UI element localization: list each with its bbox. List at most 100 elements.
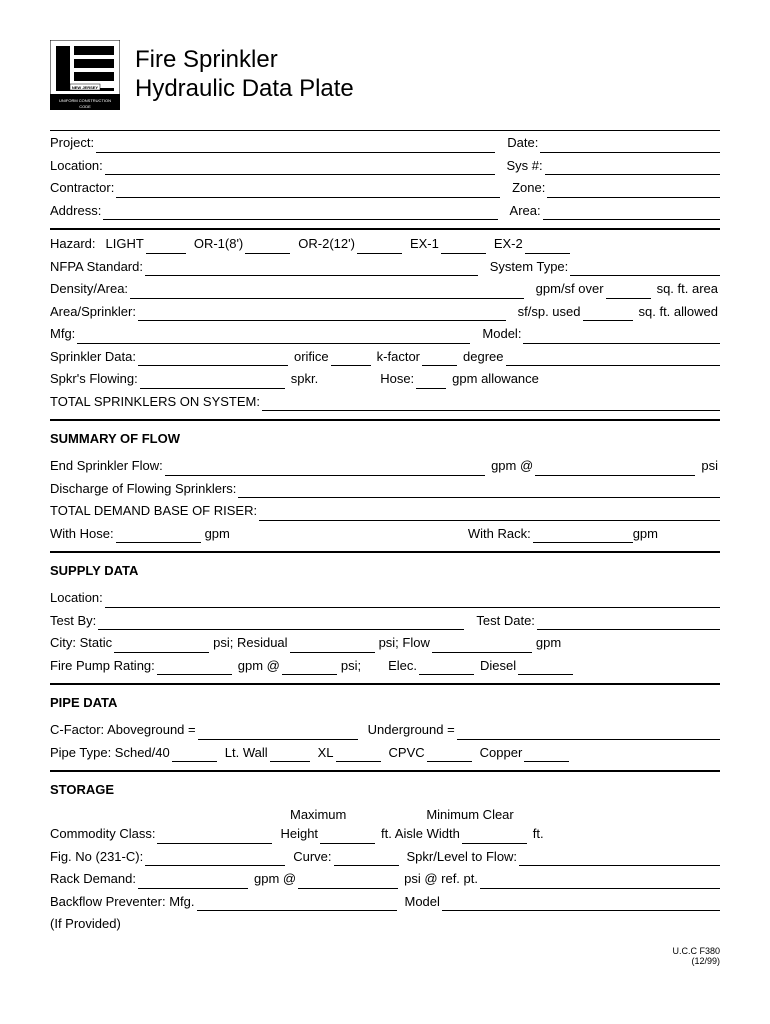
gpmsf-input[interactable]: [606, 283, 651, 299]
sfsp-label: sf/sp. used: [518, 302, 581, 322]
commodity-label: Commodity Class:: [50, 824, 155, 844]
sfsp-input[interactable]: [583, 305, 633, 321]
totaldemand-input[interactable]: [259, 505, 720, 521]
date-input[interactable]: [540, 137, 720, 153]
citystatic-label: City: Static: [50, 633, 112, 653]
page-title: Fire Sprinkler Hydraulic Data Plate: [135, 46, 354, 104]
ex2-input[interactable]: [525, 238, 570, 254]
commodity-input[interactable]: [157, 828, 272, 844]
bfmodel-input[interactable]: [442, 895, 720, 911]
underground-input[interactable]: [457, 724, 720, 740]
spkrflow-label: Spkr's Flowing:: [50, 369, 138, 389]
ucc-logo: UNIFORM CONSTRUCTION CODE NEW JERSEY: [50, 40, 120, 110]
gpmat-label: gpm @: [491, 456, 533, 476]
sqft-area-label: sq. ft. area: [657, 279, 718, 299]
testby-input[interactable]: [98, 614, 464, 630]
orifice-label: orifice: [294, 347, 329, 367]
above-input[interactable]: [198, 724, 358, 740]
withrack-input[interactable]: [533, 527, 633, 543]
project-input[interactable]: [96, 137, 495, 153]
gpm2-label: gpm: [633, 524, 658, 544]
areaspr-label: Area/Sprinkler:: [50, 302, 136, 322]
backflow-input[interactable]: [197, 895, 397, 911]
withhose-label: With Hose:: [50, 524, 114, 544]
copper-input[interactable]: [524, 746, 569, 762]
firepump-input[interactable]: [157, 659, 232, 675]
density-input[interactable]: [130, 283, 524, 299]
systype-input[interactable]: [570, 260, 720, 276]
height-input[interactable]: [320, 828, 375, 844]
footer: U.C.C F380 (12/99): [50, 946, 720, 968]
totalspr-input[interactable]: [262, 395, 720, 411]
location-input[interactable]: [105, 159, 495, 175]
elec-input[interactable]: [419, 659, 474, 675]
svg-text:CODE: CODE: [79, 104, 91, 109]
address-input[interactable]: [103, 204, 497, 220]
nfpa-input[interactable]: [145, 260, 478, 276]
ftaisle-label: ft. Aisle Width: [381, 824, 460, 844]
spkrlevel-input[interactable]: [519, 850, 720, 866]
svg-text:UNIFORM CONSTRUCTION: UNIFORM CONSTRUCTION: [59, 98, 111, 103]
ifprovided-label: (If Provided): [50, 914, 121, 934]
or1-input[interactable]: [245, 238, 290, 254]
gpmat2-label: gpm @: [238, 656, 280, 676]
or2-label: OR-2(12'): [298, 234, 355, 254]
orifice-input[interactable]: [331, 350, 371, 366]
totaldemand-label: TOTAL DEMAND BASE OF RISER:: [50, 501, 257, 521]
light-input[interactable]: [146, 238, 186, 254]
figno-input[interactable]: [145, 850, 285, 866]
spkrlevel-label: Spkr/Level to Flow:: [407, 847, 518, 867]
diesel-input[interactable]: [518, 659, 573, 675]
gpm-label: gpm: [205, 524, 230, 544]
testdate-label: Test Date:: [476, 611, 535, 631]
suploc-input[interactable]: [105, 592, 720, 608]
ltwall-input[interactable]: [270, 746, 310, 762]
degree-input[interactable]: [506, 350, 721, 366]
contractor-label: Contractor:: [50, 178, 114, 198]
withhose-input[interactable]: [116, 527, 201, 543]
cpvc-input[interactable]: [427, 746, 472, 762]
sys-input[interactable]: [545, 159, 720, 175]
sched-input[interactable]: [172, 746, 217, 762]
sqft-allowed-label: sq. ft. allowed: [639, 302, 719, 322]
copper-label: Copper: [480, 743, 523, 763]
spkrflow-input[interactable]: [140, 373, 285, 389]
xl-label: XL: [318, 743, 334, 763]
degree-label: degree: [463, 347, 503, 367]
model-input[interactable]: [523, 328, 720, 344]
sprdata-input[interactable]: [138, 350, 288, 366]
underground-label: Underground =: [368, 720, 455, 740]
rackdemand-input[interactable]: [138, 873, 248, 889]
diesel-label: Diesel: [480, 656, 516, 676]
contractor-input[interactable]: [116, 182, 500, 198]
aisle-input[interactable]: [462, 828, 527, 844]
discharge-input[interactable]: [238, 482, 720, 498]
mfg-input[interactable]: [77, 328, 470, 344]
endspr-input[interactable]: [165, 460, 485, 476]
form-date: (12/99): [50, 956, 720, 967]
curve-input[interactable]: [334, 850, 399, 866]
areaspr-input[interactable]: [138, 305, 506, 321]
ex1-label: EX-1: [410, 234, 439, 254]
pipe-section: C-Factor: Aboveground = Underground = Pi…: [50, 720, 720, 762]
area-input[interactable]: [543, 204, 720, 220]
psiref-input[interactable]: [480, 873, 720, 889]
gpmat2-input[interactable]: [282, 659, 337, 675]
residual-input[interactable]: [290, 637, 375, 653]
gpmat-input[interactable]: [535, 460, 695, 476]
zone-input[interactable]: [547, 182, 720, 198]
cfactor-label: C-Factor: Aboveground =: [50, 720, 196, 740]
gpmat3-input[interactable]: [298, 873, 398, 889]
static-input[interactable]: [114, 637, 209, 653]
light-label: LIGHT: [106, 234, 144, 254]
testdate-input[interactable]: [537, 614, 720, 630]
kfactor-input[interactable]: [422, 350, 457, 366]
divider: [50, 228, 720, 230]
xl-input[interactable]: [336, 746, 381, 762]
or2-input[interactable]: [357, 238, 402, 254]
location-label: Location:: [50, 156, 103, 176]
supply-title: SUPPLY DATA: [50, 563, 720, 578]
flow-input[interactable]: [432, 637, 532, 653]
hose-input[interactable]: [416, 373, 446, 389]
ex1-input[interactable]: [441, 238, 486, 254]
